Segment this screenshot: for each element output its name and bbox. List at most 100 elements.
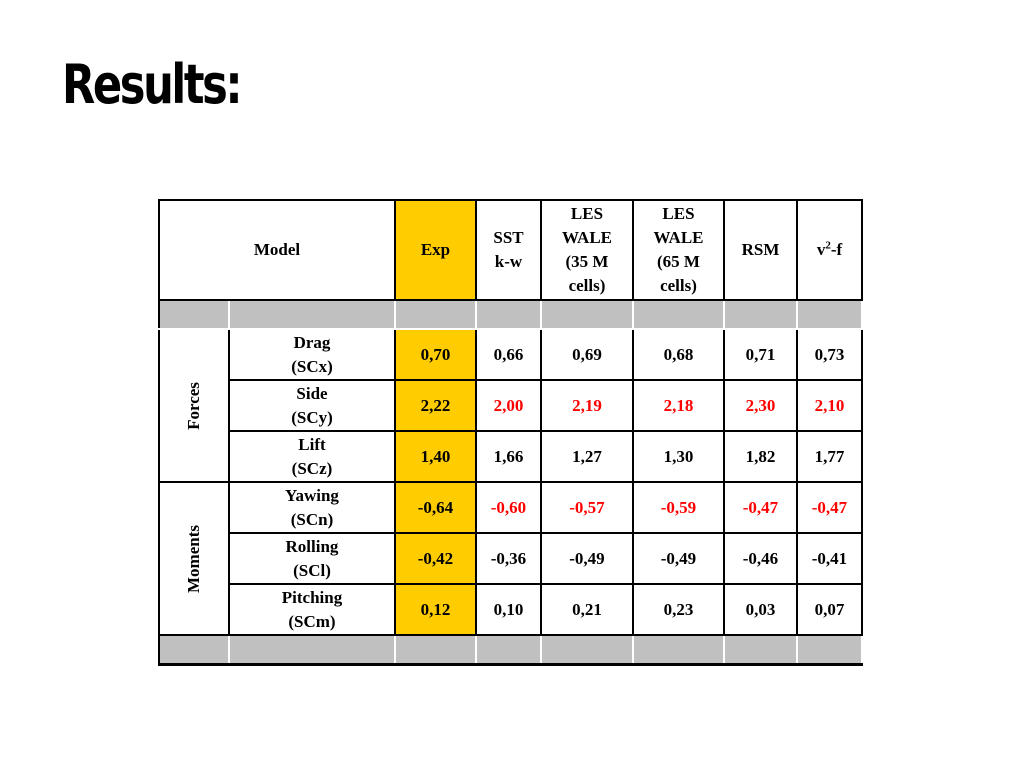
separator-cell [227,634,396,666]
sst-value: -0,36 [474,532,542,585]
column-header-line: LES [662,204,695,223]
les65-value: 0,23 [631,583,725,636]
v2f-value: 2,10 [795,379,863,432]
quantity-symbol: (SCx) [291,356,333,376]
quantity-cell: Rolling (SCl) [227,532,396,585]
model-header: Model [158,199,396,301]
quantity-symbol: (SCz) [291,458,333,478]
header-row: Model Exp SST k-w LES WALE (35 M cells) … [158,199,863,301]
separator-cell [158,634,230,666]
group-label: Forces [183,381,203,430]
les65-value: -0,59 [631,481,725,534]
slide-title: Results: [62,53,243,116]
quantity-name: Rolling [285,536,339,556]
separator-cell [474,634,542,666]
rsm-value: -0,47 [722,481,798,534]
table-row: Rolling (SCl) -0,42 -0,36 -0,49 -0,49 -0,… [159,532,863,585]
column-header-line: (65 M [657,252,700,271]
quantity-symbol: (SCn) [290,509,334,529]
column-header-line: SST [493,228,524,247]
column-header-v2f: v2-f [795,199,863,301]
quantity-cell: Pitching (SCm) [227,583,396,636]
table-row: Moments Yawing (SCn) -0,64 -0,60 -0,57 -0… [158,481,863,636]
separator-cell [158,299,230,330]
les35-value: 1,27 [539,430,634,483]
rsm-value: 2,30 [722,379,798,432]
sst-value: 0,66 [474,328,542,381]
results-table: Model Exp SST k-w LES WALE (35 M cells) … [158,199,863,666]
column-header-les-65: LES WALE (65 M cells) [631,199,725,301]
rsm-value: 0,71 [722,328,798,381]
les65-value: 2,18 [631,379,725,432]
separator-cell [722,299,798,330]
column-header-line: Exp [420,240,451,259]
les35-value: 0,21 [539,583,634,636]
column-header-sst: SST k-w [474,199,542,301]
separator-row [158,299,863,330]
les65-value: -0,49 [631,532,725,585]
separator-cell [795,634,863,666]
quantity-symbol: (SCm) [288,611,336,631]
table-row: Lift (SCz) 1,40 1,66 1,27 1,30 1,82 1,77 [159,430,863,483]
les35-value: 2,19 [539,379,634,432]
column-header-line: LES [570,204,604,223]
quantity-name: Pitching [281,587,343,607]
column-header-line: cells) [660,276,697,295]
quantity-symbol: (SCl) [293,560,331,580]
les35-value: -0,57 [539,481,634,534]
sst-value: -0,60 [474,481,542,534]
les65-value: 0,68 [631,328,725,381]
quantity-cell: Side (SCy) [227,379,396,432]
separator-cell [227,299,396,330]
rsm-value: 0,03 [722,583,798,636]
separator-cell [631,299,725,330]
column-header-les-35: LES WALE (35 M cells) [539,199,634,301]
v2f-superscript: 2 [825,239,831,252]
sst-value: 1,66 [474,430,542,483]
les35-value: -0,49 [539,532,634,585]
separator-cell [722,634,798,666]
separator-cell [393,299,477,330]
separator-cell [474,299,542,330]
column-header-exp: Exp [393,199,477,301]
column-header-line: WALE [561,228,613,247]
exp-value: 1,40 [393,430,477,483]
separator-cell [539,634,634,666]
quantity-symbol: (SCy) [291,407,333,427]
separator-cell [539,299,634,330]
column-header-line: RSM [741,240,780,259]
quantity-name: Yawing [285,485,339,505]
quantity-name: Lift [298,434,326,454]
v2f-base: v [816,240,826,259]
quantity-name: Side [296,383,328,403]
quantity-name: Drag [293,332,331,352]
exp-value: -0,42 [393,532,477,585]
group-moments: Moments [158,481,230,636]
v2f-value: -0,41 [795,532,863,585]
les35-value: 0,69 [539,328,634,381]
v2f-value: 0,73 [795,328,863,381]
v2f-value: 0,07 [795,583,863,636]
separator-cell [393,634,477,666]
separator-cell [631,634,725,666]
rsm-value: 1,82 [722,430,798,483]
exp-value: 0,12 [393,583,477,636]
group-label: Moments [183,524,203,593]
rsm-value: -0,46 [722,532,798,585]
exp-value: 2,22 [393,379,477,432]
exp-value: 0,70 [393,328,477,381]
separator-cell [795,299,863,330]
les65-value: 1,30 [631,430,725,483]
quantity-cell: Drag (SCx) [227,328,396,381]
sst-value: 0,10 [474,583,542,636]
v2f-value: -0,47 [795,481,863,534]
quantity-cell: Lift (SCz) [227,430,396,483]
column-header-line: k-w [494,252,523,271]
table-row: Side (SCy) 2,22 2,00 2,19 2,18 2,30 2,10 [159,379,863,432]
column-header-line: cells) [568,276,606,295]
column-header-line: WALE [653,228,704,247]
separator-row [158,634,863,666]
sst-value: 2,00 [474,379,542,432]
group-forces: Forces [158,328,230,483]
